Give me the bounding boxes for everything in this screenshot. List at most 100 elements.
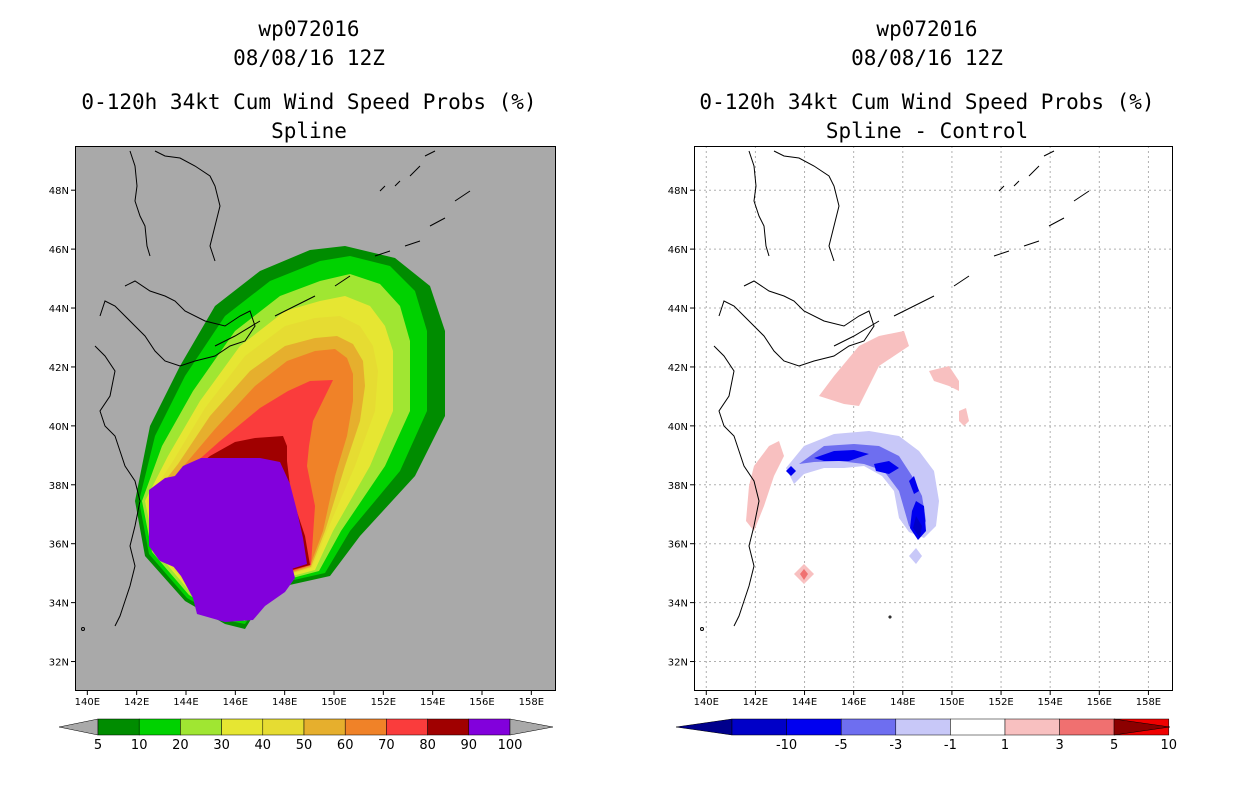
colorbar-box [840, 718, 897, 736]
y-tick-label: 48N [668, 186, 688, 197]
y-tick-label: 46N [49, 245, 69, 256]
coastlines [700, 150, 1090, 631]
colorbar-box [895, 718, 951, 736]
diff-positive-region [959, 408, 969, 426]
left-panel-title: wp072016 08/08/16 12Z 0-120h 34kt Cum Wi… [0, 15, 618, 146]
product-title: 0-120h 34kt Cum Wind Speed Probs (%) [81, 90, 537, 114]
colorbar-box [180, 718, 222, 736]
y-tick-label: 38N [49, 481, 69, 492]
panel-subtitle: Spline [271, 119, 347, 143]
x-tick-label: 152E [988, 697, 1013, 708]
left-axis-labels: 32N 34N 36N 38N 40N 42N 44N 46N 48N 140E 142E 144E… [49, 186, 544, 708]
x-tick-label: 158E [1136, 697, 1161, 708]
colorbar-boxes [731, 718, 1170, 736]
x-tick-label: 150E [939, 697, 964, 708]
island [888, 615, 892, 619]
colorbar-box [427, 718, 470, 736]
colorbar-over-arrow [509, 718, 554, 736]
x-tick-label: 148E [890, 697, 915, 708]
right-colorbar: -10 -5 -3 -1 1 3 5 10 [675, 718, 1177, 753]
x-tick-label: 156E [1087, 697, 1112, 708]
colorbar-label: 100 [498, 738, 523, 753]
colorbar-label: -5 [835, 738, 848, 753]
x-tick-label: 150E [321, 697, 346, 708]
forecast-time: 08/08/16 12Z [233, 46, 385, 70]
coastline-sakhalin [748, 150, 840, 262]
diff-negative-region [909, 548, 922, 564]
colorbar-under-arrow [58, 718, 99, 736]
colorbar-label: 80 [419, 738, 436, 753]
colorbar-labels: -10 -5 -3 -1 1 3 5 10 [776, 738, 1177, 753]
storm-id: wp072016 [876, 17, 978, 41]
island [81, 627, 85, 631]
y-tick-label: 34N [668, 599, 688, 610]
x-tick-label: 146E [223, 697, 248, 708]
colorbar-box [262, 718, 305, 736]
colorbar-label: 3 [1055, 738, 1063, 753]
colorbar-box [1059, 718, 1115, 736]
colorbar-label: 70 [378, 738, 395, 753]
colorbar-label: -1 [944, 738, 957, 753]
colorbar-box [303, 718, 346, 736]
colorbar-label: 90 [461, 738, 478, 753]
diff-negative-strong [814, 450, 869, 461]
colorbar-label: 60 [337, 738, 354, 753]
island [700, 627, 704, 631]
y-tick-label: 42N [668, 363, 688, 374]
panel-subtitle: Spline - Control [825, 119, 1029, 143]
colorbar-box [468, 718, 511, 736]
diff-positive-small [800, 569, 808, 580]
colorbar-label: -10 [776, 738, 797, 753]
colorbar-box [344, 718, 387, 736]
x-tick-label: 144E [792, 697, 817, 708]
colorbar-label: 10 [131, 738, 148, 753]
colorbar-label: 5 [1110, 738, 1118, 753]
x-tick-label: 142E [743, 697, 768, 708]
colorbar-under-arrow [675, 718, 733, 736]
colorbar-box [731, 718, 787, 736]
y-tick-label: 34N [49, 599, 69, 610]
x-tick-label: 142E [124, 697, 149, 708]
y-tick-label: 46N [668, 245, 688, 256]
y-tick-label: 32N [49, 658, 69, 669]
colorbar-label: 20 [172, 738, 189, 753]
kuril-islands [833, 150, 1090, 347]
coastline-hokkaido [718, 280, 875, 367]
diff-negative-strong [909, 476, 919, 494]
colorbar-label: 30 [213, 738, 230, 753]
diff-positive-region [929, 366, 959, 391]
x-tick-label: 154E [420, 697, 445, 708]
right-panel-title: wp072016 08/08/16 12Z 0-120h 34kt Cum Wi… [618, 15, 1236, 146]
diff-positive-region [746, 441, 784, 531]
colorbar-boxes [97, 718, 511, 736]
colorbar-label: 1 [1001, 738, 1009, 753]
y-tick-label: 36N [668, 540, 688, 551]
coastline-hokkaido [99, 280, 256, 367]
x-tick-label: 144E [173, 697, 198, 708]
colorbar-label: 10 [1161, 738, 1178, 753]
lat-lon-grid [694, 146, 1173, 691]
coastline-honshu [94, 345, 141, 627]
diff-negative-strong [874, 461, 899, 474]
colorbar-labels: 5 10 20 30 40 50 60 70 80 90 100 [94, 738, 523, 753]
coastline-sakhalin [129, 150, 221, 262]
colorbar-box [138, 718, 181, 736]
colorbar-box [786, 718, 842, 736]
diff-negative-point [786, 466, 796, 476]
colorbar-label: 50 [296, 738, 313, 753]
left-probability-map [75, 146, 556, 691]
diff-negative-extreme [913, 516, 922, 538]
left-colorbar: 5 10 20 30 40 50 60 70 80 90 100 [58, 718, 554, 753]
colorbar-label: 40 [255, 738, 272, 753]
prob-contour-100-core [150, 459, 300, 620]
coastlines [81, 150, 471, 631]
y-tick-label: 48N [49, 186, 69, 197]
colorbar-label: -3 [889, 738, 902, 753]
colorbar-over-arrow [1113, 718, 1171, 736]
colorbar-box [97, 718, 140, 736]
y-tick-label: 36N [49, 540, 69, 551]
product-title: 0-120h 34kt Cum Wind Speed Probs (%) [699, 90, 1155, 114]
colorbar-box [1004, 718, 1060, 736]
y-tick-label: 44N [668, 304, 688, 315]
colorbar-label: 5 [94, 738, 102, 753]
